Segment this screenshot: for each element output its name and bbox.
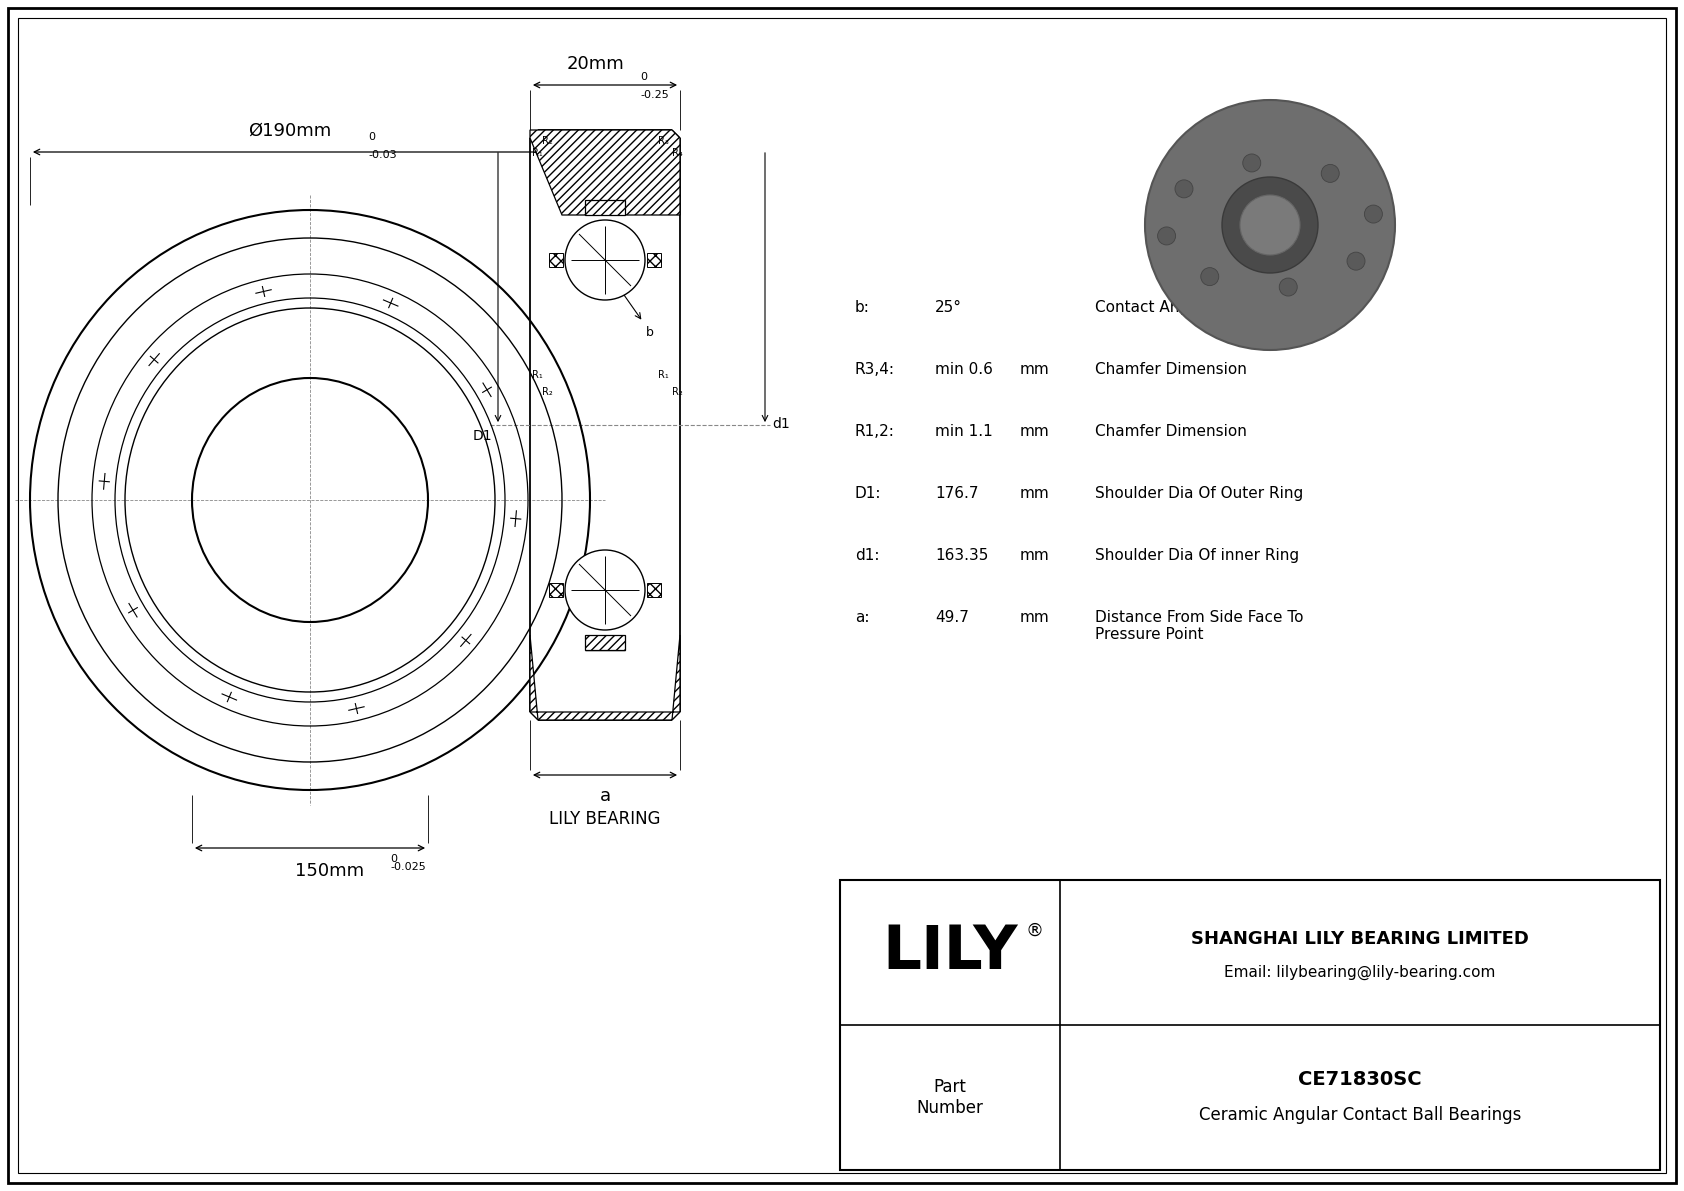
Text: R₂: R₂ (672, 387, 682, 397)
Polygon shape (530, 130, 680, 216)
Text: R3,4:: R3,4: (855, 362, 894, 378)
Text: Distance From Side Face To
Pressure Point: Distance From Side Face To Pressure Poin… (1095, 610, 1303, 642)
Text: mm: mm (1021, 486, 1049, 501)
Bar (647, 252, 662, 267)
Polygon shape (584, 200, 625, 216)
Text: Chamfer Dimension: Chamfer Dimension (1095, 424, 1246, 439)
Text: Shoulder Dia Of Outer Ring: Shoulder Dia Of Outer Ring (1095, 486, 1303, 501)
Text: mm: mm (1021, 424, 1049, 439)
Circle shape (1322, 164, 1339, 182)
Text: ®: ® (1026, 922, 1044, 940)
Text: a: a (600, 787, 611, 805)
Circle shape (1347, 252, 1366, 270)
Text: SHANGHAI LILY BEARING LIMITED: SHANGHAI LILY BEARING LIMITED (1191, 930, 1529, 948)
Text: LILY: LILY (882, 923, 1017, 983)
Text: 0: 0 (391, 854, 397, 863)
Text: 20mm: 20mm (566, 55, 623, 73)
Text: -0.025: -0.025 (391, 862, 426, 872)
Text: a:: a: (855, 610, 869, 625)
Text: 163.35: 163.35 (935, 548, 989, 563)
Text: R₂: R₂ (542, 387, 552, 397)
Text: D1: D1 (473, 429, 492, 443)
Circle shape (1175, 180, 1192, 198)
Circle shape (1223, 177, 1319, 273)
Text: R₄: R₄ (672, 148, 682, 158)
Text: CE71830SC: CE71830SC (1298, 1070, 1421, 1089)
Circle shape (1145, 100, 1394, 350)
Text: d1:: d1: (855, 548, 879, 563)
Circle shape (1243, 154, 1261, 172)
Text: d1: d1 (771, 417, 790, 431)
Text: mm: mm (1021, 548, 1049, 563)
Text: -0.03: -0.03 (369, 150, 397, 160)
Circle shape (1364, 205, 1383, 223)
Text: Chamfer Dimension: Chamfer Dimension (1095, 362, 1246, 378)
Text: 25°: 25° (935, 300, 962, 314)
Text: Shoulder Dia Of inner Ring: Shoulder Dia Of inner Ring (1095, 548, 1298, 563)
Text: Ø190mm: Ø190mm (248, 121, 332, 141)
Text: Email: lilybearing@lily-bearing.com: Email: lilybearing@lily-bearing.com (1224, 965, 1495, 980)
Circle shape (566, 550, 645, 630)
Text: 150mm: 150mm (295, 862, 364, 880)
Text: R₁: R₁ (532, 370, 542, 380)
Text: 176.7: 176.7 (935, 486, 978, 501)
Circle shape (1201, 268, 1219, 286)
Circle shape (566, 220, 645, 300)
Bar (840, 880, 1660, 1170)
Text: Part
Number: Part Number (916, 1078, 983, 1117)
Text: D1:: D1: (855, 486, 881, 501)
Text: -0.25: -0.25 (640, 91, 669, 100)
Text: 0: 0 (369, 132, 376, 142)
Polygon shape (530, 635, 680, 721)
Polygon shape (584, 635, 625, 650)
Text: R1,2:: R1,2: (855, 424, 894, 439)
Text: 49.7: 49.7 (935, 610, 968, 625)
Text: R₂: R₂ (542, 136, 552, 146)
Text: min 1.1: min 1.1 (935, 424, 994, 439)
Text: b: b (647, 326, 653, 339)
Text: LILY BEARING: LILY BEARING (549, 810, 660, 828)
Text: Contact Angle: Contact Angle (1095, 300, 1202, 314)
Circle shape (1157, 227, 1175, 245)
Text: 0: 0 (640, 71, 647, 82)
Text: mm: mm (1021, 610, 1049, 625)
Text: R₃: R₃ (658, 136, 669, 146)
Bar (647, 584, 662, 597)
Text: min 0.6: min 0.6 (935, 362, 994, 378)
Circle shape (1239, 195, 1300, 255)
Text: R₁: R₁ (658, 370, 669, 380)
Text: mm: mm (1021, 362, 1049, 378)
Circle shape (1280, 278, 1297, 297)
Text: R₁: R₁ (532, 148, 542, 158)
Text: b:: b: (855, 300, 871, 314)
Text: Ceramic Angular Contact Ball Bearings: Ceramic Angular Contact Ball Bearings (1199, 1106, 1521, 1124)
Bar (549, 584, 562, 597)
Bar (549, 252, 562, 267)
